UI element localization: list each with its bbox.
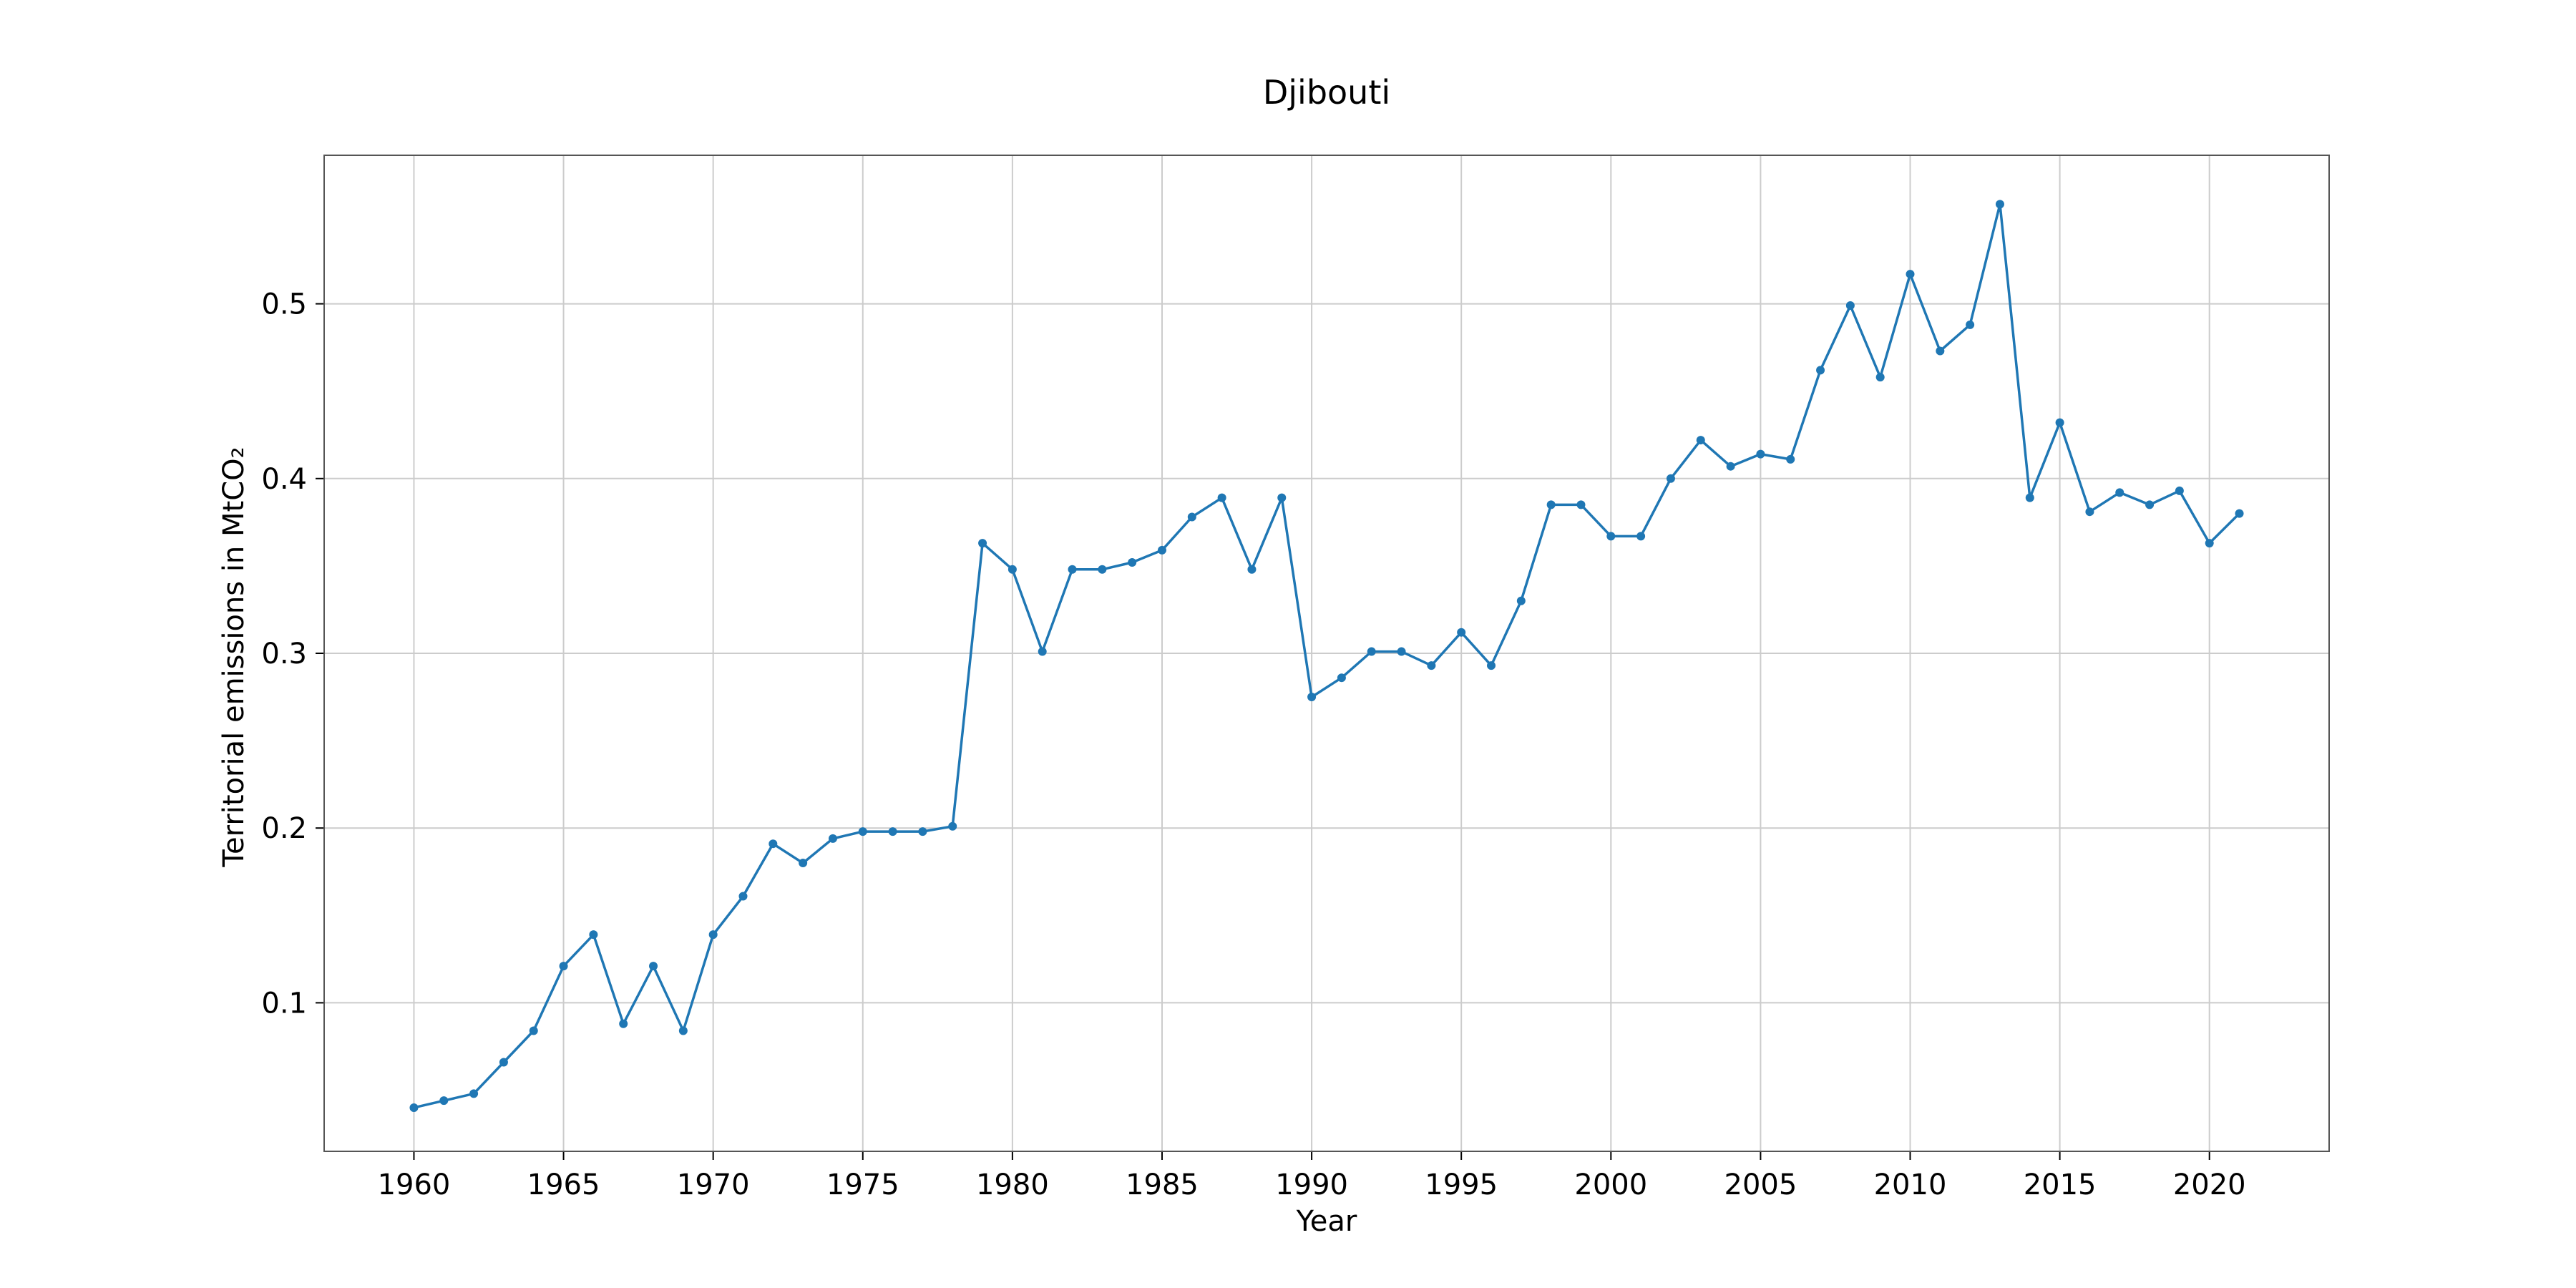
data-point [978,539,987,548]
data-point [1187,512,1196,522]
y-tick-label: 0.4 [261,463,307,496]
x-tick-label: 1995 [1425,1169,1498,1201]
data-point [589,930,598,940]
data-point [1337,673,1346,683]
data-point [1247,565,1257,574]
data-point [1487,661,1496,670]
data-point [2055,418,2064,427]
x-tick-label: 1960 [378,1169,451,1201]
chart-title: Djibouti [1263,73,1390,112]
data-point [1576,500,1586,509]
x-tick-label: 1990 [1275,1169,1348,1201]
data-point [1666,474,1675,483]
data-point [1546,500,1556,509]
y-tick-label: 0.2 [261,812,307,845]
data-point [1816,366,1825,375]
data-point [828,834,837,843]
data-point [2025,493,2034,502]
x-tick-label: 2010 [1874,1169,1947,1201]
data-point [1516,596,1526,605]
data-point [1636,532,1646,541]
series-line [414,203,2240,1109]
data-points [409,200,2244,1112]
data-point [1966,320,1975,329]
data-point [858,827,867,836]
data-point [1277,493,1287,502]
x-axis-label: Year [1296,1205,1357,1238]
data-point [1157,545,1166,555]
data-point [559,962,568,971]
data-point [888,827,897,836]
data-point [1098,565,1107,574]
data-point [1038,647,1047,656]
data-point [1756,449,1765,459]
data-point [469,1089,479,1098]
data-point [2085,507,2094,517]
plot-area-frame [323,155,2330,1152]
y-tick-label: 0.5 [261,288,307,321]
data-point [1906,270,1915,279]
x-tick-label: 1975 [826,1169,899,1201]
data-point [1217,493,1226,502]
data-point [1397,647,1406,656]
data-point [1307,693,1317,702]
y-tick-label: 0.1 [261,987,307,1020]
data-point [1367,647,1376,656]
data-point [799,859,808,868]
data-point [619,1019,628,1028]
data-point [1068,565,1077,574]
data-point [1875,373,1885,382]
x-tick-label: 2020 [2173,1169,2246,1201]
data-point [1696,436,1705,445]
data-point [2235,509,2244,518]
x-tick-label: 1980 [976,1169,1049,1201]
data-point [649,962,658,971]
data-point [918,827,927,836]
data-point [1995,200,2004,209]
x-tick-label: 2005 [1724,1169,1797,1201]
x-tick-label: 1965 [527,1169,600,1201]
x-tick-label: 1970 [677,1169,750,1201]
data-point [2115,488,2124,497]
x-tick-label: 2015 [2024,1169,2097,1201]
data-point [2205,539,2214,548]
data-point [529,1026,538,1035]
data-point [1845,301,1855,311]
data-point [1008,565,1017,574]
x-axis-ticks: 1960 1965 1970 1975 1980 1985 1990 1995 2000 2005… [378,1151,2246,1201]
x-tick-label: 1985 [1126,1169,1199,1201]
data-point [948,821,957,831]
data-point [1427,661,1436,670]
data-point [499,1058,508,1067]
y-axis-label: Territorial emissions in MtCO₂ [218,447,250,867]
data-point [1128,558,1137,567]
grid-lines [324,155,2329,1151]
data-point [1786,454,1795,464]
data-point [738,892,748,901]
data-point [1936,346,1945,356]
y-axis-ticks: 0.1 0.2 0.3 0.4 0.5 [261,288,324,1020]
data-point [769,839,778,849]
x-tick-label: 2000 [1574,1169,1647,1201]
data-point [409,1103,419,1112]
data-point [708,930,718,940]
data-point [2145,500,2155,509]
y-tick-label: 0.3 [261,638,307,670]
data-point [1606,532,1616,541]
data-point [678,1026,688,1035]
data-point [1457,628,1466,637]
data-point [2175,486,2184,495]
data-point [439,1096,449,1106]
data-point [1726,462,1735,471]
